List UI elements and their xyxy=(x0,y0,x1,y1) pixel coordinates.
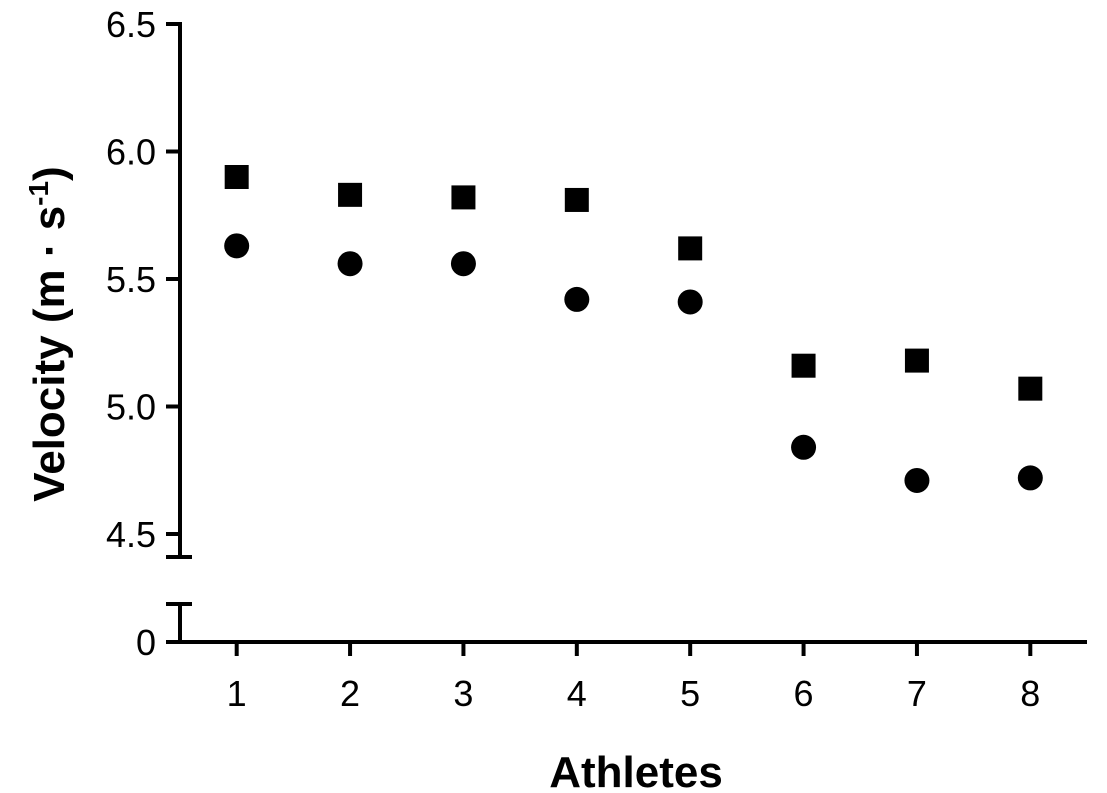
y-tick-label: 5.5 xyxy=(106,259,156,300)
data-point-circle xyxy=(450,251,476,277)
data-point-square xyxy=(338,182,363,207)
y-tick-label-zero: 0 xyxy=(136,622,156,663)
data-point-square xyxy=(224,165,249,189)
y-tick-label: 6.0 xyxy=(106,132,156,173)
data-point-circle xyxy=(564,286,590,312)
data-point-circle xyxy=(677,289,703,315)
data-point-circle xyxy=(904,467,930,493)
x-tick-label: 2 xyxy=(340,673,360,714)
x-axis-title: Athletes xyxy=(549,748,723,793)
y-axis-title-main: Velocity (m · s xyxy=(25,206,74,502)
x-tick-label: 1 xyxy=(227,673,247,714)
x-tick-label: 5 xyxy=(680,673,700,714)
data-point-circle xyxy=(1017,465,1043,491)
y-axis-title: Velocity (m · s-1) xyxy=(23,166,74,501)
data-point-square xyxy=(564,187,589,212)
x-tick-label: 6 xyxy=(794,673,814,714)
data-point-square xyxy=(678,236,703,261)
axes xyxy=(166,22,1087,644)
data-point-square xyxy=(1018,376,1043,401)
data-point-square xyxy=(904,348,929,373)
x-tick-label: 8 xyxy=(1020,673,1040,714)
y-tick-label: 6.5 xyxy=(106,4,156,45)
data-point-circle xyxy=(337,251,363,277)
x-tick-label: 7 xyxy=(907,673,927,714)
x-tick-label: 4 xyxy=(567,673,587,714)
x-ticks: 1 2 3 4 5 6 7 8 xyxy=(227,642,1040,714)
data-point-circle xyxy=(224,233,250,259)
data-point-square xyxy=(451,185,476,210)
x-tick-label: 3 xyxy=(453,673,473,714)
y-axis-title-superscript: -1 xyxy=(23,181,54,206)
data-points xyxy=(224,165,1043,493)
data-point-square xyxy=(791,353,816,378)
y-axis-title-close: ) xyxy=(25,166,74,181)
data-point-circle xyxy=(791,434,817,460)
y-ticks: 4.5 5.0 5.5 6.0 6.5 0 xyxy=(106,4,180,663)
y-tick-label: 5.0 xyxy=(106,387,156,428)
y-tick-label: 4.5 xyxy=(106,514,156,555)
